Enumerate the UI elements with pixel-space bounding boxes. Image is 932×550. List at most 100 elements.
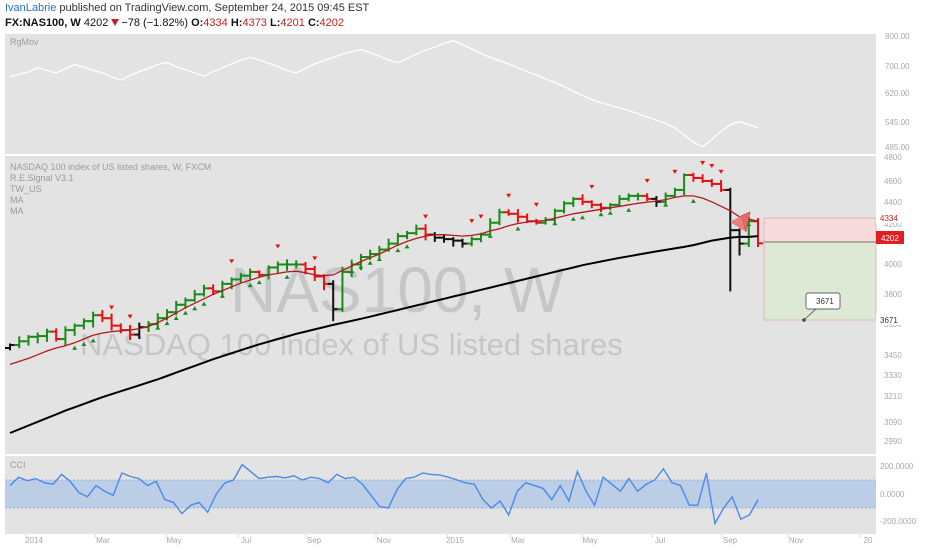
buy-signal-icon bbox=[598, 212, 604, 217]
x-tick-label: Sep bbox=[723, 536, 738, 545]
buy-signal-icon bbox=[247, 283, 253, 288]
x-tick-label: Jul bbox=[655, 536, 665, 545]
watermark-subtitle: NASDAQ 100 index of US listed shares bbox=[80, 327, 623, 362]
x-tick-label: Nov bbox=[377, 536, 391, 545]
watermark-title: NAS100, W bbox=[230, 254, 565, 326]
x-tick-label: May bbox=[582, 536, 597, 545]
buy-signal-icon bbox=[690, 198, 696, 203]
callout-text: 3671 bbox=[816, 297, 834, 306]
price-tick: 3450 bbox=[884, 351, 902, 360]
cci-series bbox=[9, 463, 759, 526]
buy-signal-icon bbox=[164, 321, 170, 326]
sell-signal-icon bbox=[469, 219, 475, 224]
price-tick: 3210 bbox=[884, 392, 902, 401]
rgmov-tick: 620.00 bbox=[885, 89, 910, 98]
cci-tick: 0.0000 bbox=[880, 490, 905, 499]
price-tick: 4400 bbox=[884, 198, 902, 207]
cci-legend: CCI bbox=[10, 460, 26, 470]
buy-signal-icon bbox=[663, 202, 669, 207]
buy-signal-icon bbox=[487, 233, 493, 238]
buy-signal-icon bbox=[81, 342, 87, 347]
rgmov-legend: RgMov bbox=[10, 37, 39, 47]
price-tick: 4200 bbox=[884, 220, 902, 229]
cci-band bbox=[5, 480, 876, 508]
cci-line bbox=[9, 463, 759, 526]
chart-header: IvanLabrie published on TradingView.com,… bbox=[0, 0, 932, 34]
buy-signal-icon bbox=[90, 338, 96, 343]
sell-signal-icon bbox=[478, 214, 484, 219]
legend-tw-us: TW_US bbox=[10, 184, 42, 194]
author-link[interactable]: IvanLabrie bbox=[5, 2, 57, 14]
x-tick-label: Mar bbox=[96, 536, 110, 545]
price-tick: 3330 bbox=[884, 371, 902, 380]
buy-signal-icon bbox=[395, 248, 401, 253]
price-tick: 4000 bbox=[884, 260, 902, 269]
sell-signal-icon bbox=[275, 244, 281, 249]
ma-slow-line bbox=[9, 235, 759, 434]
sell-signal-icon bbox=[700, 160, 706, 165]
risk-zone[interactable] bbox=[763, 217, 877, 243]
close-value: 4202 bbox=[319, 17, 345, 29]
buy-signal-icon bbox=[72, 345, 78, 350]
sell-signal-icon bbox=[506, 193, 512, 198]
published-text: published on TradingView.com, September … bbox=[56, 2, 370, 14]
rgmov-tick: 800.00 bbox=[885, 32, 910, 41]
buy-signal-icon bbox=[358, 264, 364, 269]
close-label: C: bbox=[307, 17, 320, 29]
cci-tick: -200.0000 bbox=[880, 517, 917, 526]
x-tick-label: Jul bbox=[241, 536, 251, 545]
sell-signal-icon bbox=[589, 184, 595, 189]
buy-signal-icon bbox=[626, 207, 632, 212]
x-tick-label: 20 bbox=[864, 536, 873, 545]
price-tag-current-text: 4202 bbox=[881, 234, 899, 243]
rgmov-series bbox=[9, 39, 759, 148]
symbol-info: FX:NAS100, W 4202 −78 (−1.82%) O:4334 H:4… bbox=[5, 17, 344, 29]
buy-signal-icon bbox=[173, 315, 179, 320]
buy-signal-icon bbox=[367, 260, 373, 265]
buy-signal-icon bbox=[192, 306, 198, 311]
sell-signal-icon bbox=[423, 214, 429, 219]
x-tick-label: 2015 bbox=[446, 536, 464, 545]
high-value: 4373 bbox=[242, 17, 267, 29]
buy-signal-icon bbox=[552, 221, 558, 226]
signal-markers bbox=[72, 160, 752, 350]
buy-signal-icon bbox=[349, 268, 355, 273]
low-value: 4201 bbox=[280, 17, 305, 29]
price-tick: 2990 bbox=[884, 437, 902, 446]
sell-signal-icon bbox=[229, 259, 235, 264]
open-label: O: bbox=[191, 17, 204, 29]
last-price: 4202 bbox=[83, 17, 109, 29]
publish-info: IvanLabrie published on TradingView.com,… bbox=[5, 2, 369, 14]
buy-signal-icon bbox=[607, 210, 613, 215]
rgmov-axis: 800.00 700.00 620.00 545.00 485.00 bbox=[885, 32, 910, 152]
x-tick-label: Nov bbox=[789, 536, 803, 545]
buy-signal-icon bbox=[404, 244, 410, 249]
sell-signal-icon bbox=[109, 305, 115, 310]
price-tag-3671-text: 3671 bbox=[880, 316, 898, 325]
buy-signal-icon bbox=[284, 274, 290, 279]
symbol: FX:NAS100, W bbox=[5, 17, 81, 29]
pattern-triangle-left bbox=[730, 216, 746, 232]
rgmov-tick: 485.00 bbox=[885, 143, 910, 152]
buy-signal-icon bbox=[201, 301, 207, 306]
x-tick-label: 2014 bbox=[25, 536, 43, 545]
time-axis: 2014 Mar May Jul Sep Nov 2015 Mar May Jul Sep Nov 20 bbox=[25, 534, 873, 545]
callout-box[interactable] bbox=[805, 292, 841, 310]
price-tick: 3090 bbox=[884, 418, 902, 427]
callout-point bbox=[802, 318, 806, 322]
price-tag-3671 bbox=[876, 314, 904, 325]
down-arrow-icon bbox=[111, 19, 120, 26]
sell-signal-icon bbox=[718, 169, 724, 174]
instrument-legend: NASDAQ 100 index of US listed shares, W,… bbox=[10, 162, 211, 172]
sell-signal-icon bbox=[533, 202, 539, 207]
price-tag-4334 bbox=[876, 212, 904, 223]
cci-axis: 200.0000 0.0000 -200.0000 bbox=[880, 462, 917, 526]
price-tick: 4800 bbox=[884, 153, 902, 162]
buy-signal-icon bbox=[580, 215, 586, 220]
high-label: H: bbox=[230, 17, 243, 29]
legend-ma-1: MA bbox=[10, 195, 24, 205]
buy-signal-icon bbox=[570, 216, 576, 221]
ma-fast-line bbox=[9, 195, 759, 366]
rgmov-tick: 545.00 bbox=[885, 118, 910, 127]
